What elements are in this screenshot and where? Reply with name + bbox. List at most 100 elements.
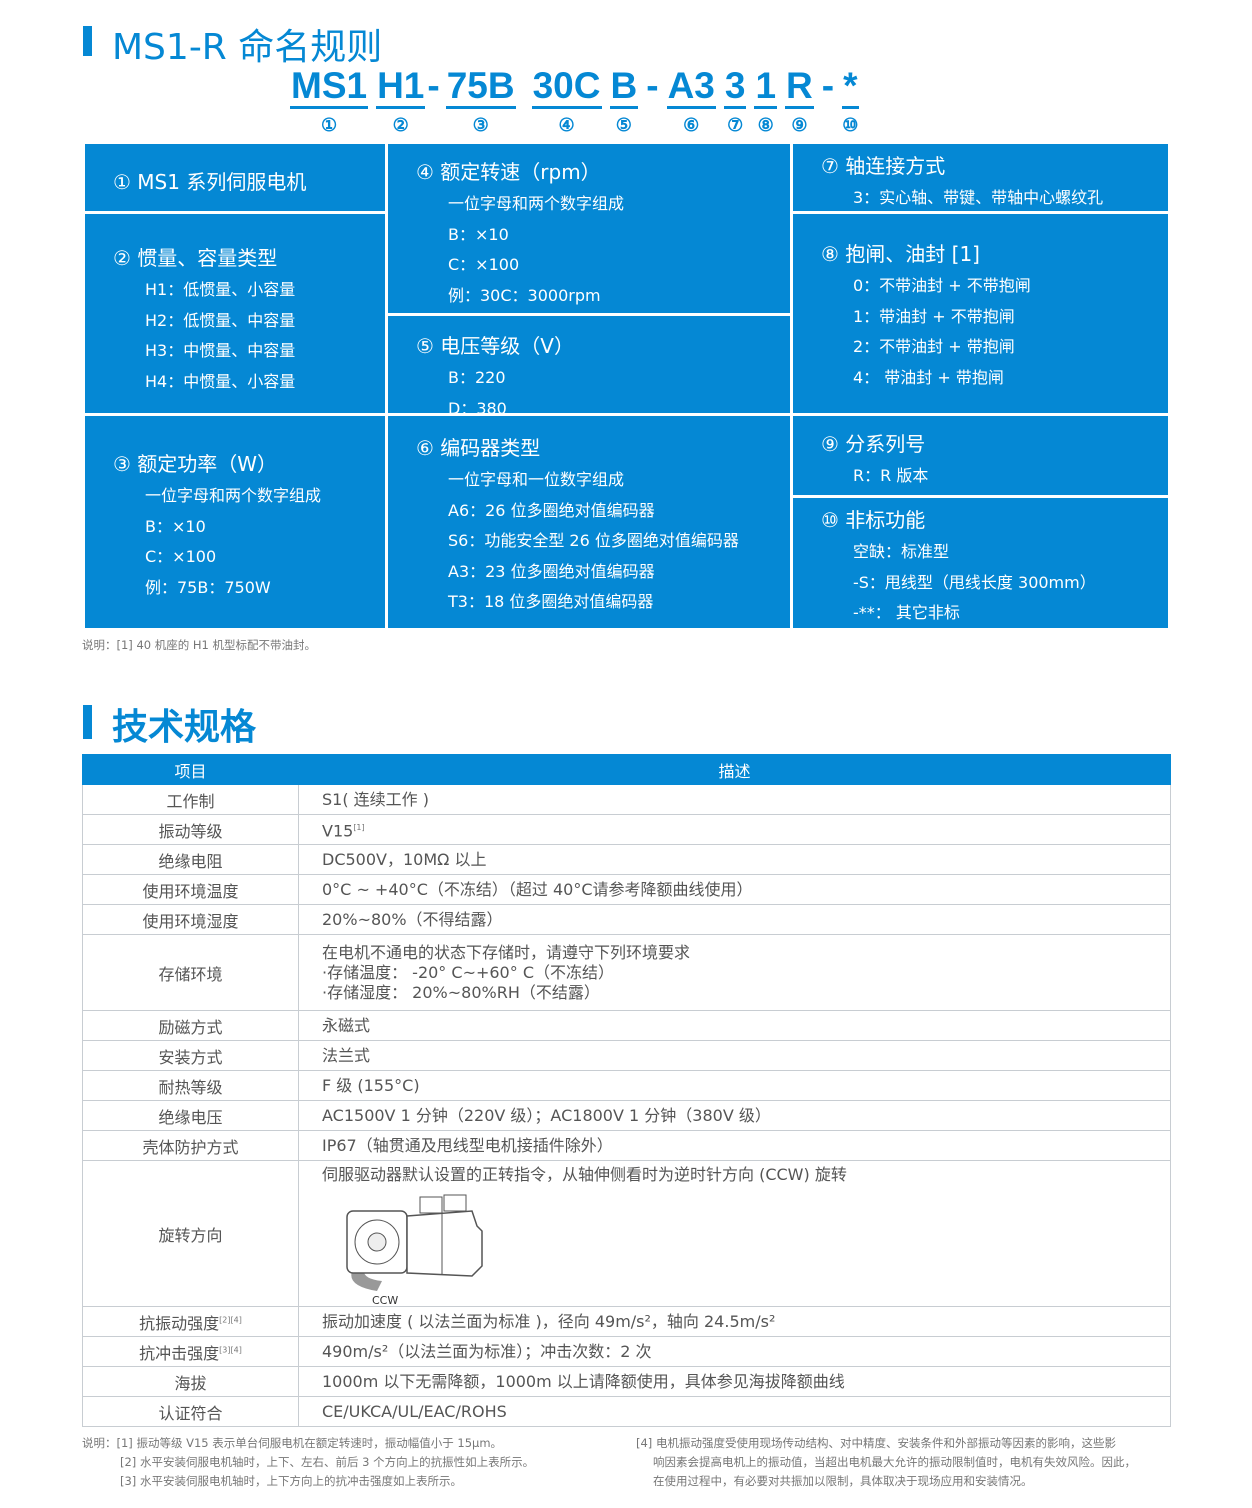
desc-cell: 0°C ~ +40°C（不冻结）（超过 40°C请参考降额曲线使用） [298, 874, 1171, 905]
note-line: 在使用过程中，有必要对共振加以限制，具体取决于现场应用和安装情况。 [653, 1474, 1033, 1488]
note-line: [2] 水平安装伺服电机轴时，上下、左右、前后 3 个方向上的抗振性如上表所示。 [120, 1455, 535, 1469]
box-line: T3：18 位多圈绝对值编码器 [448, 592, 654, 611]
box-line: A6：26 位多圈绝对值编码器 [448, 500, 655, 520]
box-line: 例：30C：3000rpm [448, 285, 601, 305]
code-segment: A3 ⑥ [666, 66, 716, 136]
code-segment: H1 ② [376, 66, 426, 136]
segment-code: B [609, 66, 639, 109]
note-line: 响因素会提高电机上的振动值，当超出电机最大允许的振动限制值时，电机有失效风险。因… [653, 1455, 1136, 1469]
segment-number: ⑩ [842, 115, 859, 135]
segment-code: R [785, 66, 814, 109]
footnote-ref: [3][4] [219, 1345, 242, 1355]
code-separator: - [427, 65, 440, 106]
table-row: 抗振动强度[2][4] 振动加速度 ( 以法兰面为标准 )，径向 49m/s²，轴… [82, 1306, 1171, 1337]
box-title: ⑧ 抱闸、油封 [1] [821, 242, 980, 266]
item-label: 绝缘电压 [158, 1107, 223, 1127]
header-desc: 描述 [298, 754, 1171, 785]
box-line: R：R 版本 [853, 466, 929, 485]
desc-line: 1000m 以下无需降额，1000m 以上请降额使用，具体参见海拔降额曲线 [322, 1371, 845, 1391]
box-line: 3：实心轴、带键、带轴中心螺纹孔 [853, 188, 1104, 207]
notes-right: [4] 电机振动强度受使用现场传动结构、对中精度、安装条件和外部振动等因素的影响… [636, 1434, 1176, 1491]
item-label: 抗冲击强度 [139, 1343, 220, 1363]
item-label: 工作制 [166, 791, 215, 811]
item-label: 励磁方式 [158, 1017, 223, 1037]
box-title: ④ 额定转速（rpm） [416, 160, 601, 184]
note-line: [4] 电机振动强度受使用现场传动结构、对中精度、安装条件和外部振动等因素的影响… [636, 1436, 1116, 1450]
desc-cell: F 级 (155°C) [298, 1070, 1171, 1101]
segment-code: A3 [666, 66, 716, 109]
desc-line: F 级 (155°C) [322, 1075, 420, 1095]
naming-box: ⑨ 分系列号 R：R 版本 [793, 416, 1168, 495]
segment-number: ④ [558, 115, 575, 135]
desc-line: 伺服驱动器默认设置的正转指令，从轴伸侧看时为逆时针方向 (CCW) 旋转 [322, 1165, 847, 1184]
desc-line: 20%~80%（不得结露） [322, 909, 503, 929]
desc-cell: DC500V，10MΩ 以上 [298, 844, 1171, 875]
segment-number: ⑥ [683, 115, 700, 135]
segment-number: ⑤ [615, 115, 632, 135]
box-line: 空缺：标准型 [853, 542, 950, 561]
segment-number: ③ [472, 115, 489, 135]
desc-cell: 在电机不通电的状态下存储时，请遵守下列环境要求 ·存储温度： -20° C~+60… [298, 934, 1171, 1011]
box-line: 一位字母和一位数字组成 [448, 470, 625, 489]
item-label: 抗振动强度 [139, 1313, 220, 1333]
footnote-ref: [1] [353, 822, 365, 832]
table-row: 励磁方式 永磁式 [82, 1010, 1171, 1041]
box-line: B：220 [448, 368, 506, 387]
box-line: 0：不带油封 + 不带抱闸 [853, 276, 1031, 295]
desc-line: 永磁式 [322, 1015, 371, 1035]
item-cell: 使用环境湿度 [82, 904, 299, 935]
box-line: 例：75B：750W [145, 577, 271, 597]
desc-line: S1( 连续工作 ) [322, 789, 429, 809]
desc-cell: 1000m 以下无需降额，1000m 以上请降额使用，具体参见海拔降额曲线 [298, 1366, 1171, 1397]
box-line: C：×100 [448, 255, 520, 274]
naming-box: ⑦ 轴连接方式 3：实心轴、带键、带轴中心螺纹孔 [793, 144, 1168, 211]
item-label: 振动等级 [158, 821, 223, 841]
naming-note: 说明：[1] 40 机座的 H1 机型标配不带油封。 [82, 638, 317, 652]
naming-box: ⑩ 非标功能 空缺：标准型 -S：甩线型（甩线长度 300mm） -**： 其它非标 [793, 498, 1168, 628]
desc-line: 在电机不通电的状态下存储时，请遵守下列环境要求 [322, 942, 691, 962]
segment-code: 3 [723, 66, 747, 109]
box-line: H4：中惯量、小容量 [145, 371, 296, 391]
desc-cell: 伺服驱动器默认设置的正转指令，从轴伸侧看时为逆时针方向 (CCW) 旋转 CCW [298, 1160, 1171, 1307]
item-cell: 抗振动强度[2][4] [82, 1306, 299, 1337]
box-line: A3：23 位多圈绝对值编码器 [448, 561, 655, 581]
table-row: 认证符合 CE/UKCA/UL/EAC/ROHS [82, 1396, 1171, 1427]
item-cell: 壳体防护方式 [82, 1130, 299, 1161]
segment-code: MS1 [290, 66, 369, 109]
segment-code: 1 [754, 66, 778, 109]
desc-line: IP67（轴贯通及甩线型电机接插件除外） [322, 1135, 613, 1155]
item-cell: 抗冲击强度[3][4] [82, 1336, 299, 1367]
desc-cell: 法兰式 [298, 1040, 1171, 1071]
table-row: 存储环境 在电机不通电的状态下存储时，请遵守下列环境要求 ·存储温度： -20° C… [82, 934, 1171, 1011]
item-label: 安装方式 [158, 1047, 223, 1067]
servo-motor-image: CCW [322, 1191, 522, 1307]
box-title: ⑥ 编码器类型 [416, 436, 541, 460]
naming-box: ⑤ 电压等级（V） B：220 D：380 [388, 316, 790, 418]
item-cell: 振动等级 [82, 814, 299, 845]
box-line: -**： 其它非标 [853, 603, 960, 622]
box-line: D：380 [448, 398, 507, 418]
code-segment: * ⑩ [842, 66, 859, 136]
desc-cell: 振动加速度 ( 以法兰面为标准 )，径向 49m/s²，轴向 24.5m/s² [298, 1306, 1171, 1337]
table-row: 振动等级 V15[1] [82, 814, 1171, 845]
box-line: B：×10 [448, 224, 509, 244]
table-row: 使用环境温度 0°C ~ +40°C（不冻结）（超过 40°C请参考降额曲线使用） [82, 874, 1171, 905]
desc-line: 振动加速度 ( 以法兰面为标准 )，径向 49m/s²，轴向 24.5m/s² [322, 1311, 776, 1331]
spec-title: 技术规格 [112, 707, 257, 748]
table-row: 工作制 S1( 连续工作 ) [82, 784, 1171, 815]
item-label: 壳体防护方式 [142, 1137, 239, 1157]
desc-cell: CE/UKCA/UL/EAC/ROHS [298, 1396, 1171, 1427]
segment-code: H1 [376, 66, 426, 109]
box-line: 一位字母和两个数字组成 [448, 194, 625, 213]
segment-number: ① [320, 115, 338, 135]
box-title: ① MS1 系列伺服电机 [113, 170, 307, 194]
item-cell: 存储环境 [82, 934, 299, 1011]
desc-cell: 永磁式 [298, 1010, 1171, 1041]
item-cell: 安装方式 [82, 1040, 299, 1071]
item-cell: 工作制 [82, 784, 299, 815]
item-cell: 使用环境温度 [82, 874, 299, 905]
section-bar [83, 26, 92, 56]
table-row: 使用环境湿度 20%~80%（不得结露） [82, 904, 1171, 935]
